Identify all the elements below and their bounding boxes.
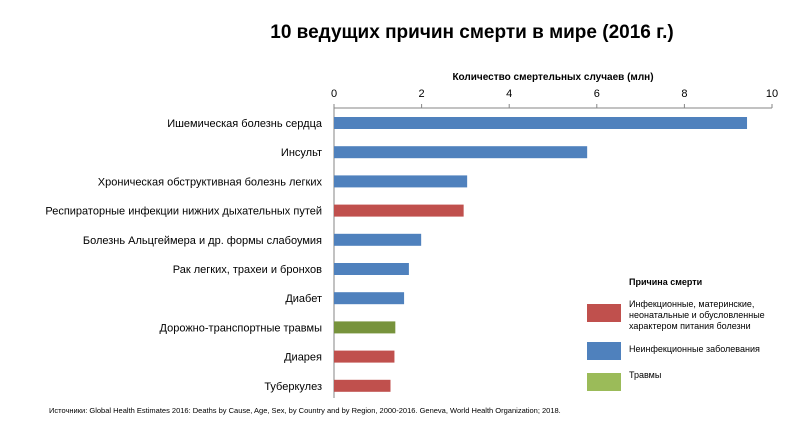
- category-labels: Ишемическая болезнь сердца Инсульт Хрониче…: [45, 118, 323, 393]
- legend-label: Травмы: [629, 370, 661, 380]
- bar: [334, 379, 391, 392]
- category-label: Диабет: [285, 293, 322, 305]
- chart-title: 10 ведущих причин смерти в мире (2016 г.…: [270, 22, 674, 43]
- legend-label: характером питания болезни: [629, 321, 751, 331]
- bar: [334, 117, 748, 129]
- x-tick-label: 6: [594, 88, 600, 100]
- bar: [334, 292, 405, 305]
- category-label: Инсульт: [281, 147, 322, 159]
- bar: [334, 263, 409, 275]
- bar: [334, 204, 464, 217]
- category-label: Диарея: [284, 352, 322, 364]
- legend: Причина смерти Инфекционные, материнские…: [587, 277, 765, 391]
- legend-title: Причина смерти: [629, 277, 702, 287]
- bar: [334, 146, 588, 159]
- bar: [334, 321, 396, 334]
- x-tick-label: 10: [766, 88, 778, 100]
- legend-label: неонатальные и обусловленные: [629, 310, 765, 320]
- category-label: Ишемическая болезнь сердца: [167, 118, 323, 130]
- x-tick-label: 2: [419, 88, 425, 100]
- category-label: Рак легких, трахеи и бронхов: [173, 264, 322, 276]
- category-label: Хроническая обструктивная болезнь легких: [98, 176, 323, 188]
- legend-swatch: [587, 342, 621, 360]
- legend-swatch: [587, 304, 621, 322]
- category-label: Респираторные инфекции нижних дыхательны…: [45, 206, 322, 218]
- source-note: Источники: Global Health Estimates 2016:…: [49, 406, 561, 415]
- legend-label: Инфекционные, материнские,: [629, 299, 754, 309]
- category-label: Болезнь Альцгеймера и др. формы слабоуми…: [83, 235, 322, 247]
- x-tick-label: 4: [506, 88, 512, 100]
- x-axis-title: Количество смертельных случаев (млн): [452, 72, 653, 83]
- legend-label: Неинфекционные заболевания: [629, 344, 760, 354]
- x-tick-label: 0: [331, 88, 337, 100]
- bar: [334, 350, 395, 363]
- legend-swatch: [587, 373, 621, 391]
- category-label: Туберкулез: [264, 381, 322, 393]
- category-label: Дорожно-транспортные травмы: [160, 322, 323, 334]
- bar: [334, 233, 422, 246]
- bar: [334, 175, 468, 188]
- bars: [334, 117, 748, 392]
- x-tick-label: 8: [681, 88, 687, 100]
